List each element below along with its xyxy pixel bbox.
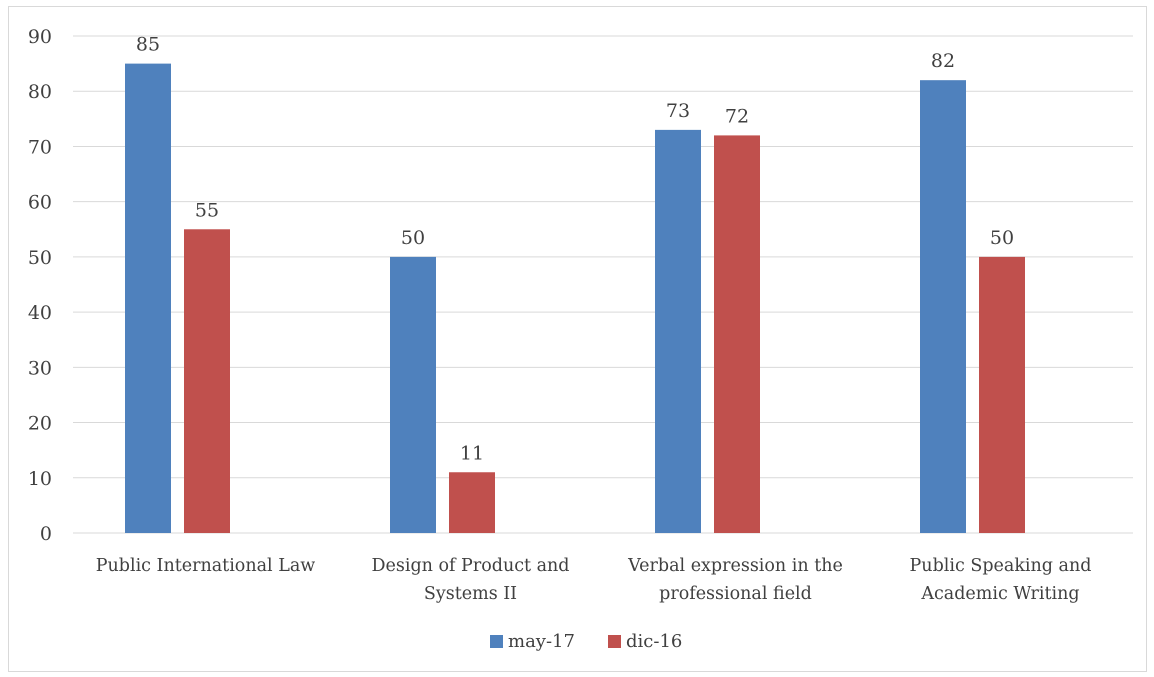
category-label: professional field <box>659 584 812 604</box>
y-tick-label: 50 <box>28 247 52 269</box>
y-tick-label: 20 <box>28 413 52 435</box>
category-label: Verbal expression in the <box>627 556 843 576</box>
bar-may-17 <box>125 63 171 533</box>
legend-swatch-dic-16 <box>608 635 621 648</box>
category-label: Public Speaking and <box>910 556 1092 576</box>
category-label: Systems II <box>424 584 517 604</box>
y-tick-label: 90 <box>28 26 52 48</box>
category-label: Academic Writing <box>920 584 1079 604</box>
bar-may-17 <box>655 129 701 533</box>
y-tick-label: 10 <box>28 468 52 490</box>
legend-label: dic-16 <box>626 631 682 652</box>
bar-may-17 <box>920 80 966 533</box>
y-tick-label: 0 <box>40 523 52 545</box>
data-label: 73 <box>666 100 690 122</box>
data-label: 11 <box>460 442 484 464</box>
bar-may-17 <box>390 256 436 533</box>
y-axis-tick-labels: 0 10 20 30 40 50 60 70 80 90 <box>28 26 52 545</box>
data-label: 55 <box>195 199 219 221</box>
data-label: 85 <box>136 34 160 56</box>
bars <box>125 63 1025 533</box>
data-label: 72 <box>725 105 749 127</box>
y-tick-label: 60 <box>28 192 52 214</box>
y-tick-label: 30 <box>28 357 52 379</box>
data-label: 50 <box>401 227 425 249</box>
category-label: Public International Law <box>96 556 316 576</box>
y-tick-label: 80 <box>28 81 52 103</box>
y-tick-label: 70 <box>28 136 52 158</box>
y-tick-label: 40 <box>28 302 52 324</box>
data-label: 50 <box>990 227 1014 249</box>
data-labels: 85 55 50 11 73 72 82 50 <box>136 34 1014 465</box>
legend-swatch-may-17 <box>490 635 503 648</box>
legend: may-17 dic-16 <box>490 631 682 652</box>
category-label: Design of Product and <box>371 556 569 576</box>
bar-dic-16 <box>184 229 230 533</box>
bar-dic-16 <box>449 472 495 533</box>
category-labels: Public International Law Design of Produc… <box>96 556 1092 604</box>
data-label: 82 <box>931 50 955 72</box>
gridlines <box>73 35 1133 534</box>
legend-label: may-17 <box>508 631 575 652</box>
bar-dic-16 <box>979 256 1025 533</box>
bar-dic-16 <box>714 135 760 533</box>
